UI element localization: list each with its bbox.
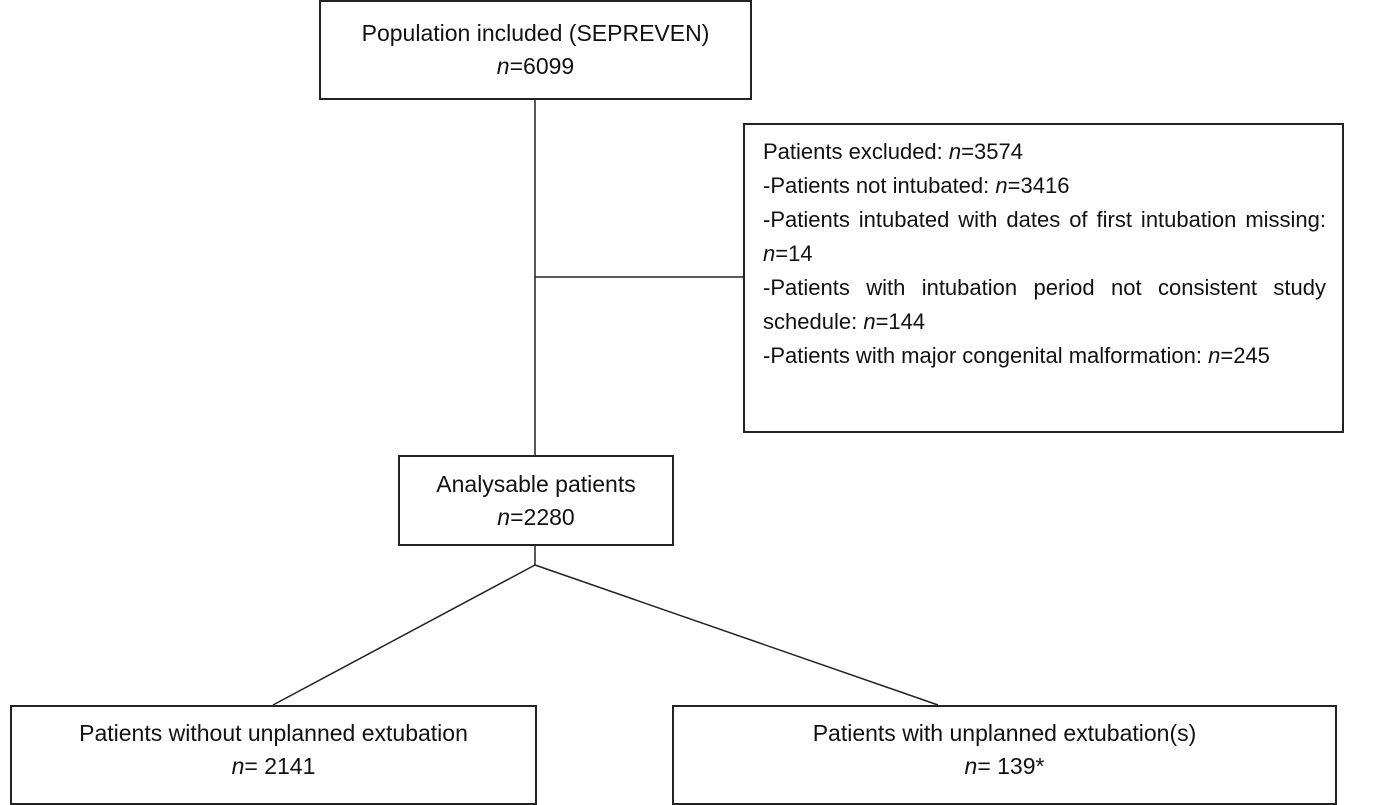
count-value: =144 — [875, 309, 926, 334]
node-box: Patients with unplanned extubation(s) n= … — [672, 705, 1337, 805]
count-variable: n — [863, 309, 876, 334]
count-value: =6099 — [509, 53, 575, 79]
excluded-item: Patients excluded: n=3574 — [763, 135, 1326, 169]
count-variable: n — [231, 753, 245, 779]
item-label: -Patients with major congenital malforma… — [763, 343, 1202, 368]
count-variable: n — [496, 53, 510, 79]
node-label: Population included (SEPREVEN) — [361, 20, 710, 46]
count-variable: n — [948, 139, 962, 164]
count-value: =245 — [1220, 343, 1270, 368]
node-label: Analysable patients — [436, 470, 636, 497]
excluded-item: -Patients with intubation period not con… — [763, 271, 1326, 339]
count-variable: n — [995, 173, 1008, 198]
count-value: =2280 — [510, 503, 575, 530]
item-label: Patients excluded: — [763, 139, 943, 164]
item-label: -Patients not intubated: — [763, 173, 990, 198]
node-label-line: Patients with unplanned extubation(s) — [674, 717, 1335, 750]
count-variable: n — [763, 241, 776, 266]
count-value: =3574 — [961, 139, 1023, 164]
count-variable: n — [497, 503, 511, 530]
node-count-line: n= 2141 — [12, 750, 535, 783]
node-label: Patients without unplanned extubation — [79, 720, 468, 746]
node-box: Analysable patients n=2280 — [398, 455, 674, 546]
count-value: = 139* — [977, 753, 1045, 779]
node-label-line: Population included (SEPREVEN) — [321, 17, 750, 50]
excluded-box: Patients excluded: n=3574 -Patients not i… — [743, 123, 1344, 433]
node-count-line: n= 139* — [674, 750, 1335, 783]
node-label-line: Patients without unplanned extubation — [12, 717, 535, 750]
connector — [272, 564, 536, 706]
node-box: Patients without unplanned extubation n= … — [10, 705, 537, 805]
connector — [534, 564, 939, 706]
node-count-line: n=6099 — [321, 50, 750, 83]
excluded-item: -Patients with major congenital malforma… — [763, 339, 1326, 373]
node-box: Population included (SEPREVEN) n=6099 — [319, 0, 752, 100]
excluded-item: -Patients not intubated: n=3416 — [763, 169, 1326, 203]
excluded-item: -Patients intubated with dates of first … — [763, 203, 1326, 271]
count-value: =3416 — [1007, 173, 1070, 198]
node-label-line: Analysable patients — [400, 468, 672, 501]
node-count-line: n=2280 — [400, 501, 672, 534]
item-label: -Patients with intubation period not con… — [763, 275, 1326, 334]
count-variable: n — [1208, 343, 1221, 368]
item-label: -Patients intubated with dates of first … — [763, 207, 1326, 232]
count-value: = 2141 — [244, 753, 316, 779]
count-value: =14 — [775, 241, 813, 266]
node-label: Patients with unplanned extubation(s) — [812, 720, 1197, 746]
count-variable: n — [964, 753, 978, 779]
